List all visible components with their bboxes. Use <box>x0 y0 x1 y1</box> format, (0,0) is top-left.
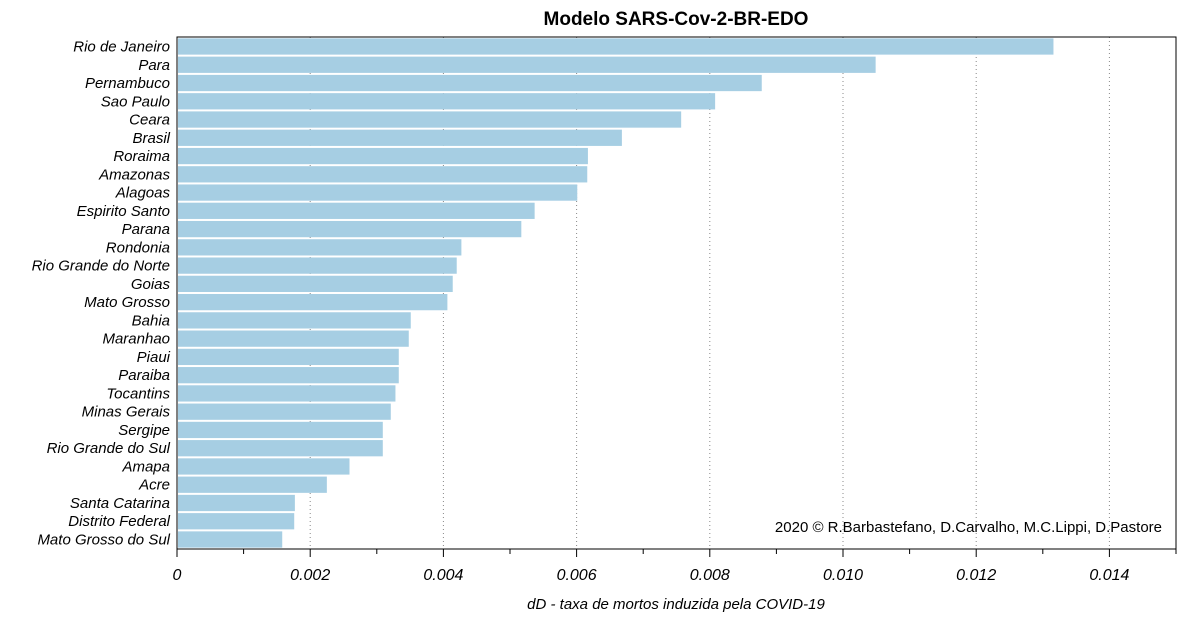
bar <box>178 312 411 329</box>
bar <box>178 476 327 493</box>
x-tick-label: 0.008 <box>690 567 730 584</box>
category-label: Rio Grande do Sul <box>47 440 171 457</box>
category-label: Acre <box>138 477 170 494</box>
credit-text: 2020 © R.Barbastefano, D.Carvalho, M.C.L… <box>775 519 1162 536</box>
category-label: Amapa <box>121 458 170 475</box>
bar <box>178 421 383 439</box>
bar <box>178 513 295 530</box>
x-tick-label: 0.002 <box>290 567 330 584</box>
bar <box>178 257 457 274</box>
category-label: Piaui <box>137 349 171 366</box>
bars-layer <box>178 38 1054 548</box>
bar <box>178 403 391 420</box>
bar <box>178 74 762 92</box>
bar <box>178 440 383 457</box>
bar <box>178 294 448 311</box>
category-label: Alagoas <box>115 185 171 202</box>
category-label: Distrito Federal <box>68 513 170 530</box>
category-label: Espirito Santo <box>77 203 170 220</box>
bar <box>178 494 295 512</box>
bar <box>178 348 399 366</box>
x-tick-label: 0.014 <box>1089 567 1129 584</box>
category-label: Parana <box>122 221 170 238</box>
bar <box>178 275 453 292</box>
bar <box>178 166 588 183</box>
chart-title: Modelo SARS-Cov-2-BR-EDO <box>544 9 809 30</box>
category-label: Roraima <box>113 148 170 165</box>
bar <box>178 38 1054 55</box>
category-label: Pernambuco <box>85 75 170 92</box>
category-label: Goias <box>131 276 171 293</box>
category-label: Tocantins <box>106 385 170 402</box>
bar <box>178 458 350 475</box>
bar <box>178 111 682 128</box>
category-label: Mato Grosso <box>84 294 170 311</box>
bar <box>178 330 409 347</box>
bar <box>178 531 283 548</box>
x-axis-label: dD - taxa de mortos induzida pela COVID-… <box>527 596 825 613</box>
category-label: Paraiba <box>118 367 170 384</box>
category-label: Rio Grande do Norte <box>32 258 170 275</box>
x-tick-label: 0.006 <box>557 567 597 584</box>
category-label: Santa Catarina <box>70 495 170 512</box>
x-tick-label: 0.004 <box>423 567 463 584</box>
bar <box>178 367 399 384</box>
category-label: Sergipe <box>118 422 170 439</box>
bar <box>178 147 588 165</box>
bar <box>178 184 578 201</box>
grid-layer <box>309 37 1110 549</box>
category-label: Ceara <box>129 112 170 129</box>
x-tick-label: 0.010 <box>823 567 863 584</box>
category-label: Minas Gerais <box>82 404 171 421</box>
category-label: Para <box>138 57 170 74</box>
category-label: Bahia <box>132 312 170 329</box>
bar <box>178 93 716 110</box>
category-label: Rio de Janeiro <box>73 39 170 56</box>
category-label: Maranhao <box>102 331 170 348</box>
category-label: Brasil <box>132 130 170 147</box>
bar <box>178 385 396 402</box>
bar <box>178 202 535 219</box>
x-tick-label: 0.012 <box>956 567 996 584</box>
category-label: Rondonia <box>106 239 170 256</box>
x-axis-ticks: 0 0.002 0.004 0.006 0.008 0.010 0.012 0.014 <box>173 549 1177 584</box>
bar <box>178 220 522 238</box>
category-label: Sao Paulo <box>101 93 170 110</box>
category-label: Mato Grosso do Sul <box>37 532 170 549</box>
category-label: Amazonas <box>98 166 170 183</box>
bar <box>178 239 462 256</box>
bar <box>178 129 622 146</box>
x-tick-label: 0 <box>173 567 182 584</box>
bar <box>178 56 876 73</box>
plot-frame <box>176 36 1177 550</box>
